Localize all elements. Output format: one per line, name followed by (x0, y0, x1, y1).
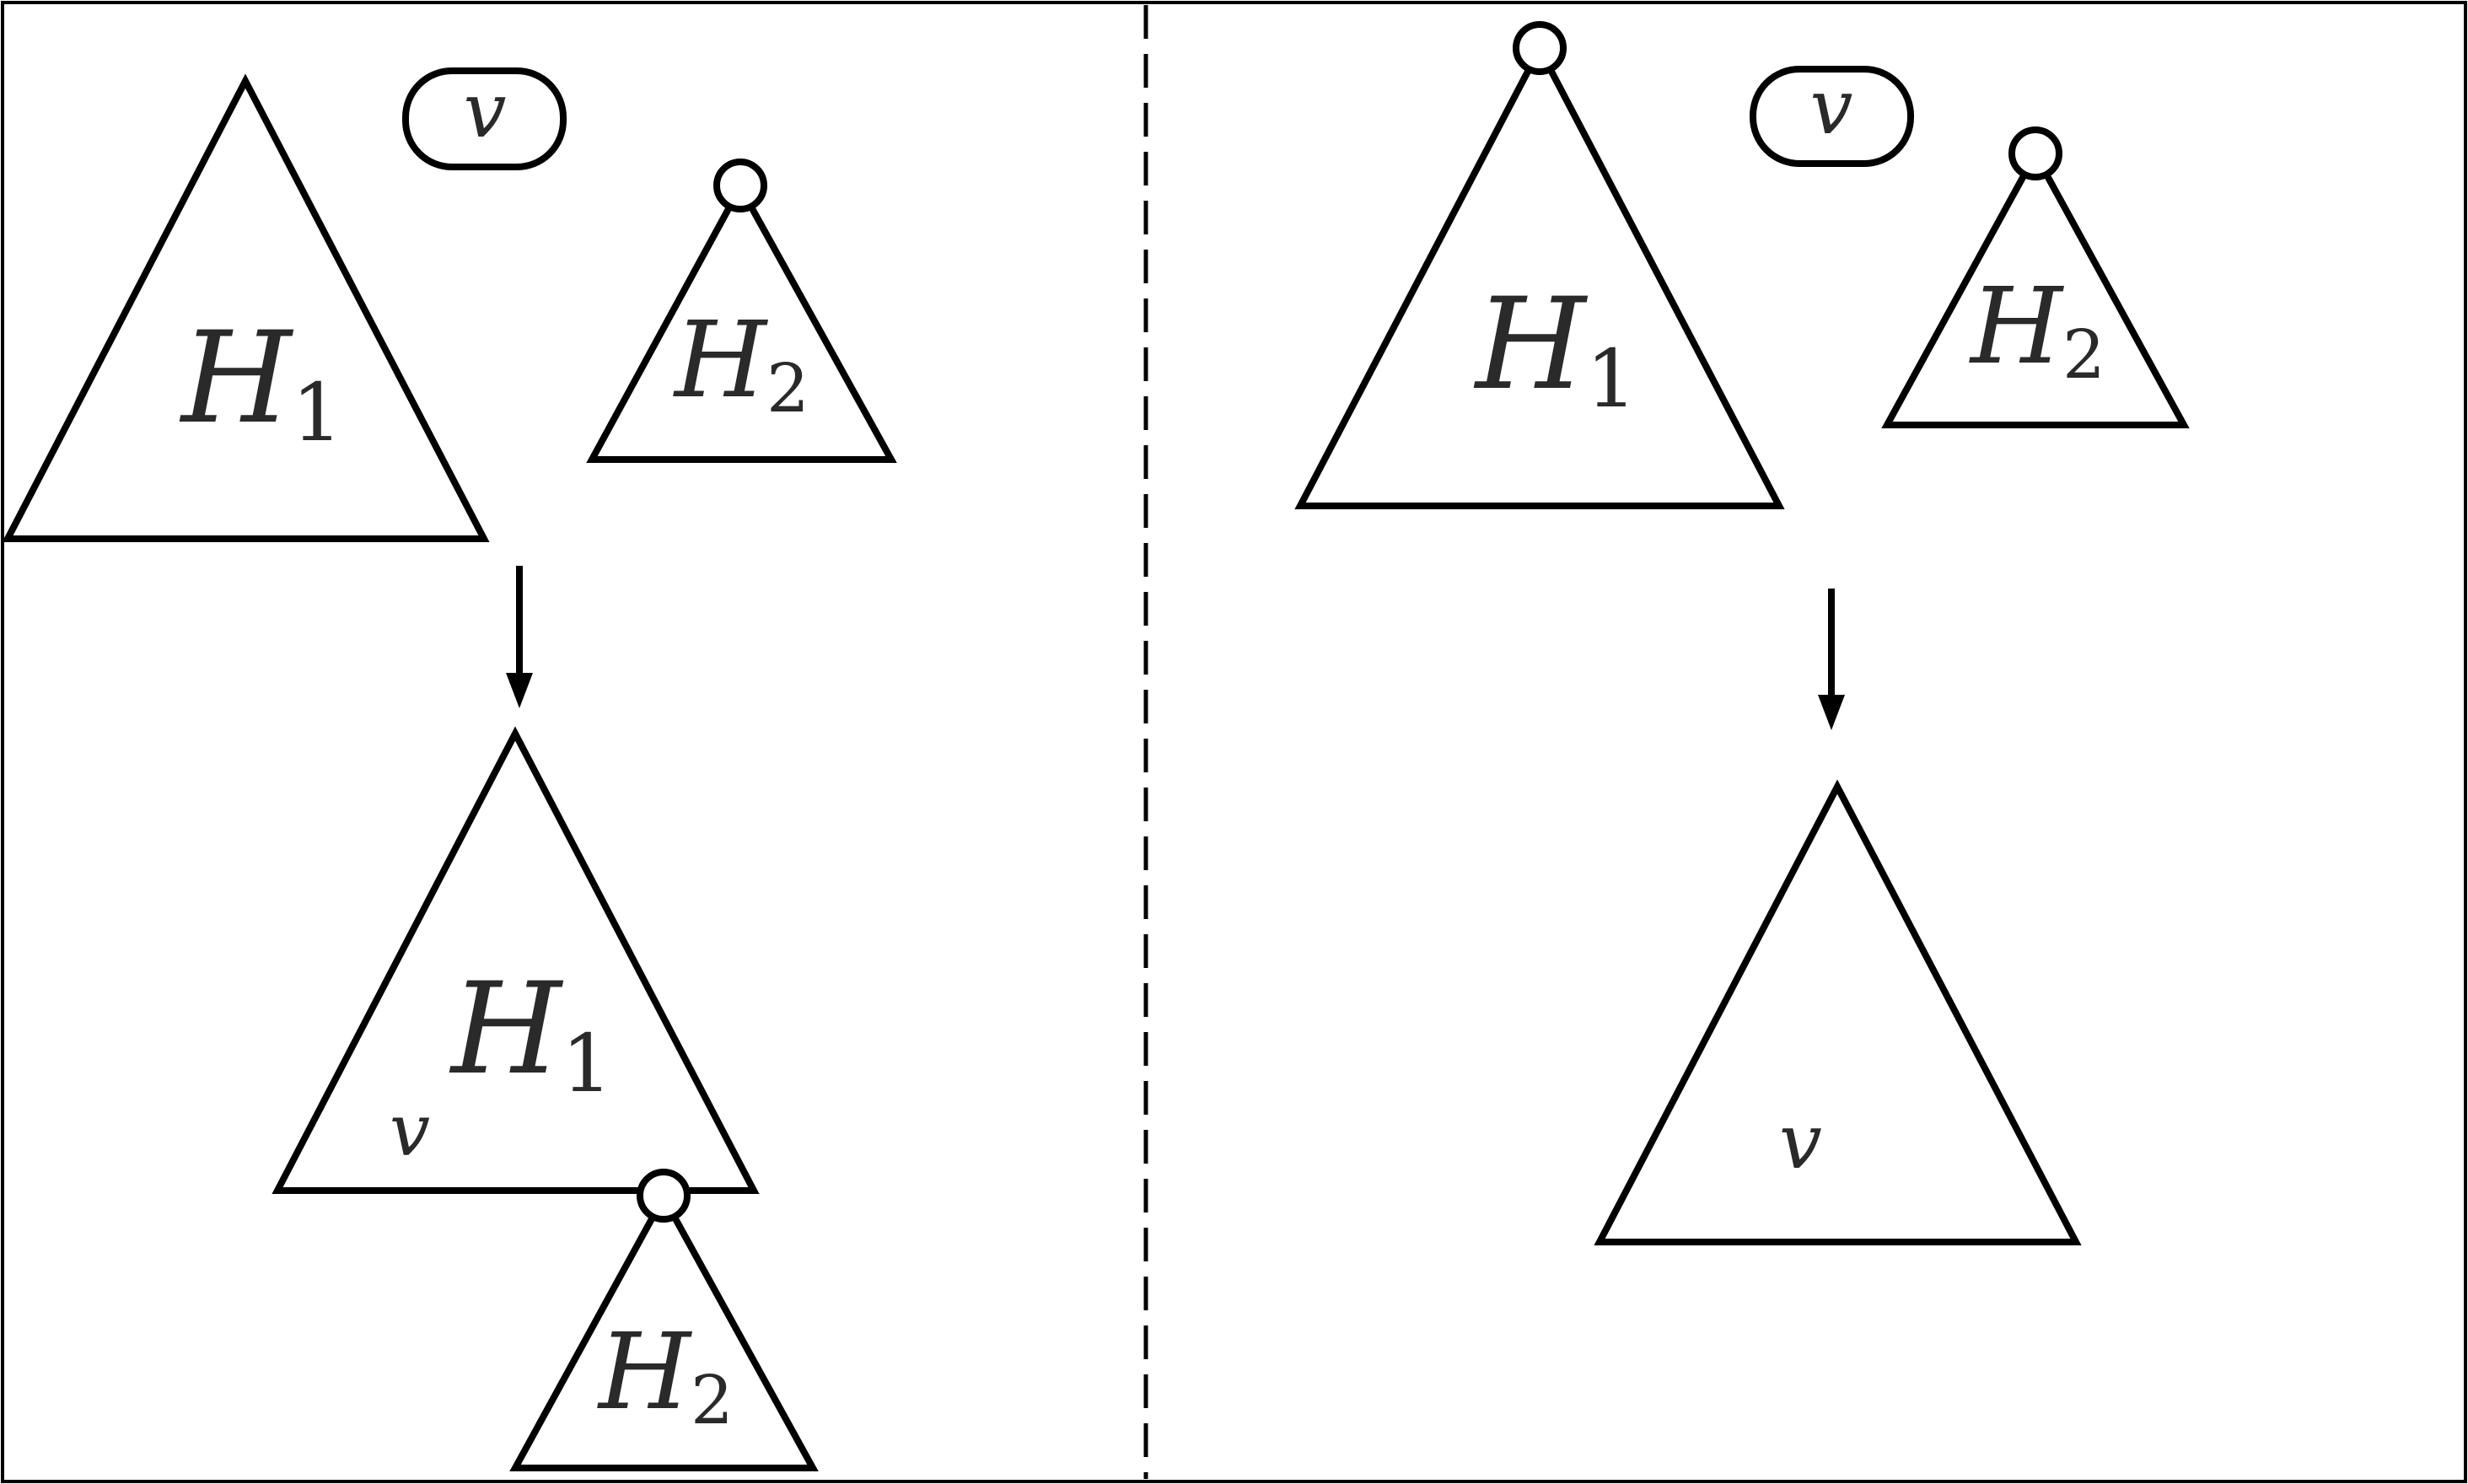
left-after-h2-triangle (509, 1190, 819, 1471)
left-before-vertex-v: v (402, 67, 567, 170)
left-before-tree-h2: H2 (586, 159, 897, 463)
right-after-v-label: v (1779, 1098, 1822, 1186)
left-before-h2-label: H2 (673, 299, 809, 427)
right-arrow-head (1818, 695, 1845, 730)
left-before-h1-triangle (2, 73, 490, 542)
right-before-vertex-v: v (1750, 63, 1914, 167)
left-arrow-head (506, 673, 533, 708)
left-before-v-pill (402, 67, 567, 170)
left-before-h1-label: H1 (179, 305, 342, 460)
left-transform-arrow (506, 566, 533, 708)
right-before-v-label: v (1810, 63, 1853, 152)
left-after-h1-triangle (272, 726, 760, 1194)
left-before-tree-h1: H1 (2, 73, 490, 542)
left-panel: H1 v H2 H1 v (2, 67, 897, 1471)
right-transform-arrow (1818, 589, 1845, 730)
right-before-v-pill (1750, 66, 1914, 167)
left-after-h2-label: H2 (597, 1311, 734, 1439)
right-before-h2-triangle (1881, 147, 2190, 428)
right-before-tree-h2: H2 (1881, 126, 2190, 428)
left-before-v-label: v (464, 67, 507, 155)
right-before-tree-h1: H1 (1294, 21, 1785, 509)
right-before-h1-triangle (1294, 41, 1785, 509)
right-panel: H1 v H2 v (1294, 21, 2190, 1245)
right-before-h1-label: H1 (1473, 272, 1637, 426)
left-before-h2-triangle (586, 180, 897, 463)
right-before-h2-root-node (2008, 126, 2062, 180)
left-after-tree-h1: H1 v (272, 726, 760, 1194)
left-after-tree-h2: H2 (509, 1169, 819, 1471)
right-before-h1-root-node (1513, 21, 1567, 75)
left-before-h2-root-node (713, 159, 767, 212)
left-after-v-label: v (390, 1089, 430, 1173)
right-before-h2-label: H2 (1969, 266, 2105, 394)
right-after-tree: v (1594, 779, 2082, 1245)
left-after-h2-root-node (637, 1169, 691, 1223)
left-after-h1-label: H1 (449, 956, 612, 1110)
right-after-triangle (1594, 779, 2082, 1245)
